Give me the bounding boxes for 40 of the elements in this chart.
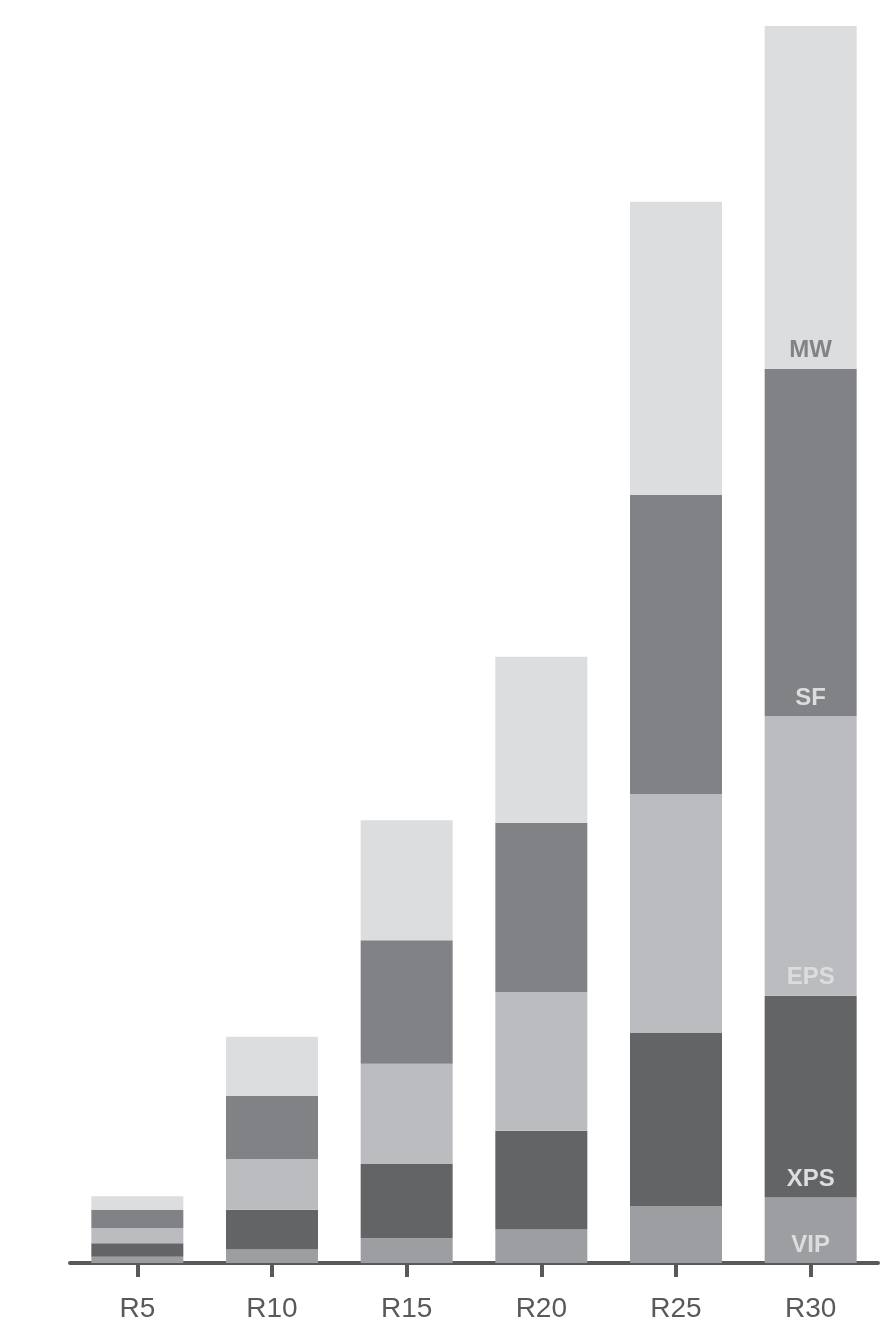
bar xyxy=(630,201,722,495)
bar xyxy=(495,822,588,993)
bar xyxy=(764,716,857,996)
bar xyxy=(495,1130,588,1230)
bar xyxy=(495,656,588,823)
bar xyxy=(630,1206,722,1263)
bar xyxy=(360,1063,453,1165)
x-tick-label: R10 xyxy=(246,1291,298,1323)
series-label: MW xyxy=(789,335,833,363)
bar xyxy=(630,494,722,795)
bar xyxy=(360,1164,453,1239)
x-tick-label: R30 xyxy=(784,1291,837,1323)
bar xyxy=(226,1249,318,1263)
bar xyxy=(764,995,857,1198)
bar xyxy=(91,1228,184,1244)
bar xyxy=(226,1036,318,1097)
x-tick-label: R20 xyxy=(515,1291,568,1323)
bar xyxy=(360,1238,453,1263)
bar xyxy=(764,368,857,717)
series-label: VIP xyxy=(791,1229,831,1257)
series-label: XPS xyxy=(786,1163,835,1191)
bar xyxy=(91,1209,184,1229)
x-tick-label: R5 xyxy=(119,1291,156,1323)
x-tick-label: R15 xyxy=(380,1291,433,1323)
bar xyxy=(91,1256,184,1263)
bar xyxy=(226,1209,318,1250)
bar xyxy=(764,1197,857,1263)
bar xyxy=(630,1032,722,1207)
bar xyxy=(495,1229,588,1263)
bar xyxy=(630,794,722,1033)
bar xyxy=(226,1159,318,1210)
bar xyxy=(764,26,857,369)
bar xyxy=(495,992,588,1131)
bar xyxy=(91,1243,184,1257)
x-tick-label: R25 xyxy=(650,1291,702,1323)
bar xyxy=(360,940,453,1064)
bar xyxy=(360,820,453,941)
bar xyxy=(226,1096,318,1160)
bar xyxy=(91,1196,184,1210)
series-label: SF xyxy=(795,682,826,710)
